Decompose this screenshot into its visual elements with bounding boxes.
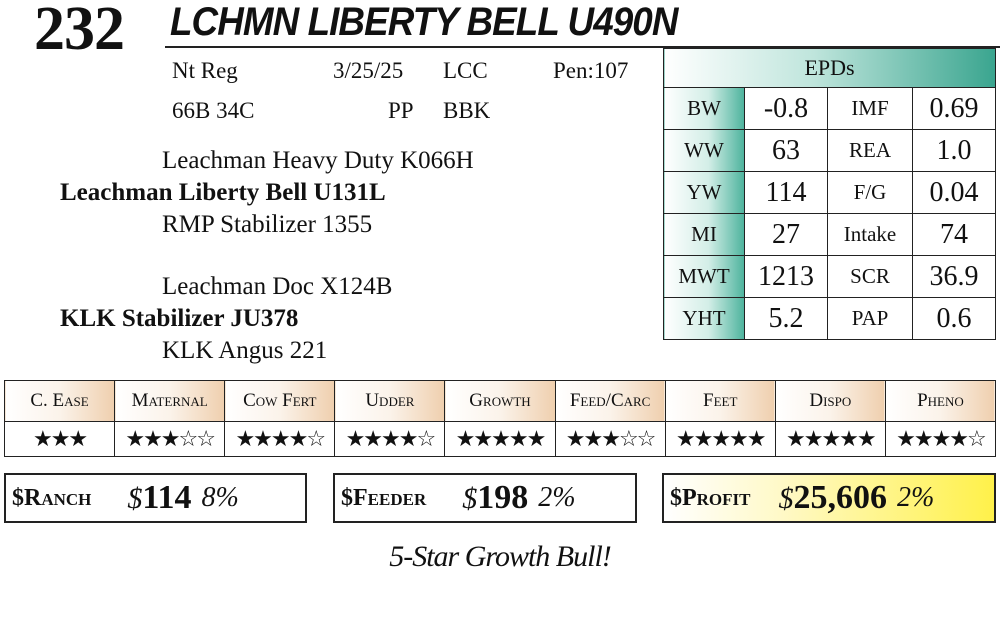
ranch-index-box: $Ranch $114 8% xyxy=(4,473,307,523)
epd-label: YHT xyxy=(663,297,745,340)
sire: Leachman Liberty Bell U131L xyxy=(60,179,386,206)
rating-label-udder: Udder xyxy=(334,380,446,422)
animal-name: LCHMN LIBERTY BELL U490N xyxy=(170,0,678,44)
star-rating-icon: ★★★★★ xyxy=(664,421,776,457)
star-rating-icon: ★★★★☆ xyxy=(334,421,446,457)
sire-dam: RMP Stabilizer 1355 xyxy=(162,211,373,238)
epd-value: 63 xyxy=(744,129,828,172)
star-rating-icon: ★★★★★ xyxy=(774,421,886,457)
epd-value: 5.2 xyxy=(744,297,828,340)
epd-label: SCR xyxy=(827,255,913,298)
birth-date: 3/25/25 xyxy=(333,58,404,83)
epd-value: 27 xyxy=(744,213,828,256)
rating-label-pheno: Pheno xyxy=(884,380,997,422)
feeder-index-box: $Feeder $198 2% xyxy=(333,473,637,523)
epd-label: BW xyxy=(663,87,745,130)
epd-value: 36.9 xyxy=(912,255,996,298)
epd-row: WW 63 REA 1.0 xyxy=(663,129,996,172)
lot-number: 232 xyxy=(34,0,125,63)
registration: Nt Reg xyxy=(172,58,238,83)
feeder-index-value: $198 xyxy=(462,479,529,516)
star-rating-icon: ★★★★☆ xyxy=(884,421,997,457)
epd-label: IMF xyxy=(827,87,913,130)
rating-label-feet: Feet xyxy=(664,380,776,422)
epd-row: YW 114 F/G 0.04 xyxy=(663,171,996,214)
tag-ids: 66B 34C xyxy=(172,98,255,123)
epd-table: EPDs BW -0.8 IMF 0.69 WW 63 REA 1.0 YW 1… xyxy=(663,48,996,340)
star-rating-icon: ★★★ xyxy=(3,421,116,457)
epd-label: MWT xyxy=(663,255,745,298)
profit-index-percentile: 2% xyxy=(897,482,935,513)
title-rule xyxy=(165,46,1000,48)
location: LCC xyxy=(443,58,488,83)
polled-status: PP xyxy=(388,98,414,123)
rating-label-cow-fert: Cow Fert xyxy=(224,380,336,422)
epd-row: BW -0.8 IMF 0.69 xyxy=(663,87,996,130)
epd-row: MI 27 Intake 74 xyxy=(663,213,996,256)
star-rating-icon: ★★★★★ xyxy=(444,421,556,457)
rating-label-maternal: Maternal xyxy=(114,380,226,422)
ranch-index-percentile: 8% xyxy=(201,482,239,513)
ranch-index-value: $114 xyxy=(127,479,192,516)
rating-label-feed-carc: Feed/Carc xyxy=(554,380,666,422)
epd-label: MI xyxy=(663,213,745,256)
epd-value: 1.0 xyxy=(912,129,996,172)
rating-label-growth: Growth xyxy=(444,380,556,422)
epd-value: -0.8 xyxy=(744,87,828,130)
epd-label: F/G xyxy=(827,171,913,214)
epd-label: PAP xyxy=(827,297,913,340)
profit-index-value: $25,606 xyxy=(778,479,888,516)
epd-value: 114 xyxy=(744,171,828,214)
epd-label: Intake xyxy=(827,213,913,256)
epd-label: YW xyxy=(663,171,745,214)
epd-value: 1213 xyxy=(744,255,828,298)
coat-color: BBK xyxy=(443,98,491,123)
rating-label-dispo: Dispo xyxy=(774,380,886,422)
pen-number: Pen:107 xyxy=(553,58,629,83)
rating-label-calving-ease: C. Ease xyxy=(3,380,116,422)
dam-dam: KLK Angus 221 xyxy=(162,337,328,364)
tagline: 5-Star Growth Bull! xyxy=(389,540,612,573)
epd-value: 74 xyxy=(912,213,996,256)
star-ratings-table: C. Ease Maternal Cow Fert Udder Growth F… xyxy=(3,380,997,457)
epd-label: WW xyxy=(663,129,745,172)
profit-index-label: $Profit xyxy=(670,484,751,511)
dam: KLK Stabilizer JU378 xyxy=(60,305,299,332)
epd-header: EPDs xyxy=(663,48,996,88)
epd-row: YHT 5.2 PAP 0.6 xyxy=(663,297,996,340)
dam-sire: Leachman Doc X124B xyxy=(162,273,393,300)
star-rating-icon: ★★★☆☆ xyxy=(114,421,226,457)
epd-value: 0.69 xyxy=(912,87,996,130)
epd-label: REA xyxy=(827,129,913,172)
epd-value: 0.04 xyxy=(912,171,996,214)
profit-index-box: $Profit $25,606 2% xyxy=(662,473,996,523)
feeder-index-percentile: 2% xyxy=(538,482,576,513)
epd-value: 0.6 xyxy=(912,297,996,340)
star-rating-icon: ★★★★☆ xyxy=(224,421,336,457)
feeder-index-label: $Feeder xyxy=(341,484,427,511)
star-rating-icon: ★★★☆☆ xyxy=(554,421,666,457)
ranch-index-label: $Ranch xyxy=(12,484,92,511)
sire-sire: Leachman Heavy Duty K066H xyxy=(162,147,474,174)
epd-row: MWT 1213 SCR 36.9 xyxy=(663,255,996,298)
